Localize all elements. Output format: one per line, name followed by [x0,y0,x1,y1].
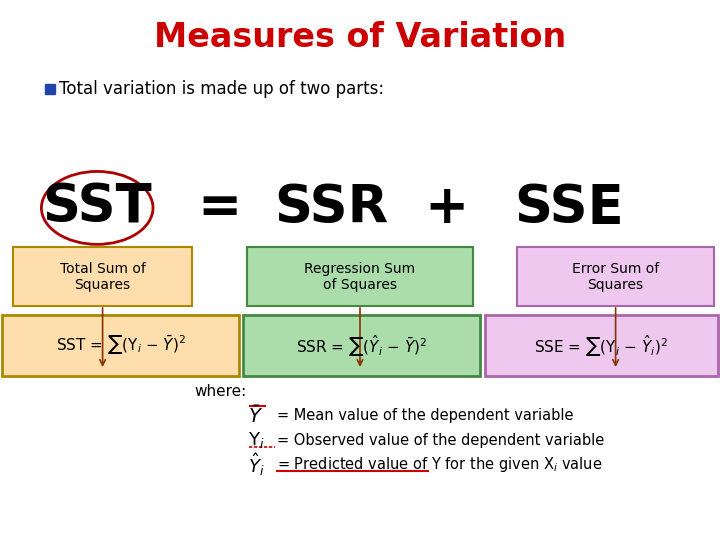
Text: Total variation is made up of two parts:: Total variation is made up of two parts: [59,80,384,98]
Text: SSE = $\sum$(Y$_i$ $-$ $\hat{Y}_i$)$^2$: SSE = $\sum$(Y$_i$ $-$ $\hat{Y}_i$)$^2$ [534,333,668,359]
Text: Error Sum of
Squares: Error Sum of Squares [572,262,660,292]
Text: = Observed value of the dependent variable: = Observed value of the dependent variab… [277,433,605,448]
Text: +: + [424,182,469,234]
Text: =: = [197,182,242,234]
Text: SSR = $\sum$($\hat{Y}_i$ $-$ $\bar{Y}$)$^2$: SSR = $\sum$($\hat{Y}_i$ $-$ $\bar{Y}$)$… [296,333,428,359]
Text: Y$_i$: Y$_i$ [248,430,265,450]
Text: Total Sum of
Squares: Total Sum of Squares [60,262,145,292]
FancyBboxPatch shape [243,315,480,376]
FancyBboxPatch shape [485,315,718,376]
Text: where:: where: [194,384,247,399]
Text: $\hat{Y}_i$: $\hat{Y}_i$ [248,451,265,478]
Text: $\bar{Y}$: $\bar{Y}$ [248,405,264,427]
FancyBboxPatch shape [247,247,473,306]
Text: SSR: SSR [274,182,388,234]
Text: = Predicted value of Y for the given X$_i$ value: = Predicted value of Y for the given X$_… [277,455,603,474]
Text: Measures of Variation: Measures of Variation [154,21,566,55]
FancyBboxPatch shape [2,315,239,376]
Text: SST: SST [42,182,152,234]
Text: SST = $\sum$(Y$_i$ $-$ $\bar{Y}$)$^2$: SST = $\sum$(Y$_i$ $-$ $\bar{Y}$)$^2$ [55,334,186,357]
Text: = Mean value of the dependent variable: = Mean value of the dependent variable [277,408,574,423]
Text: SSE: SSE [514,182,624,234]
FancyBboxPatch shape [13,247,192,306]
Text: Regression Sum
of Squares: Regression Sum of Squares [305,262,415,292]
FancyBboxPatch shape [517,247,714,306]
